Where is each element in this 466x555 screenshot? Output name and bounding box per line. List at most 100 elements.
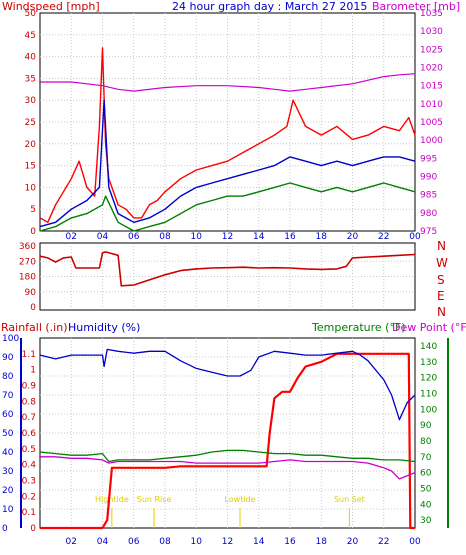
y-tick-label-barometer: 1015 — [420, 82, 443, 92]
temperature-legend: Temperature (°F) — [311, 321, 406, 334]
x-tick-label: 18 — [316, 537, 328, 547]
y-tick-label-direction: 0 — [30, 303, 36, 313]
x-tick-label: 14 — [253, 537, 265, 547]
y-tick-label-wind: 0 — [30, 227, 36, 237]
y-tick-label-temperature: 130 — [420, 358, 437, 368]
y-tick-label-temperature: 50 — [420, 484, 432, 494]
series-barometer-line — [40, 73, 416, 92]
y-tick-label-rainfall: 0.4 — [22, 461, 37, 471]
event-label: Lowtide — [224, 495, 255, 504]
y-tick-label-rainfall: 0.1 — [22, 508, 36, 518]
x-tick-label: 00 — [409, 537, 421, 547]
series-temperature-line — [39, 449, 416, 463]
y-tick-label-wind: 20 — [25, 140, 37, 150]
right-axis-title: Barometer [mb] — [372, 0, 460, 13]
y-tick-label-barometer: 1025 — [420, 45, 443, 55]
rainfall-legend: Rainfall (.in) — [1, 321, 68, 334]
series-average-line — [39, 99, 416, 228]
x-tick-label: 16 — [284, 232, 296, 242]
y-tick-label-humidity: 50 — [2, 429, 14, 439]
y-tick-label-wind: 30 — [25, 96, 37, 106]
y-tick-label-temperature: 100 — [420, 405, 437, 415]
x-tick-label: 10 — [191, 537, 203, 547]
y-tick-label-temperature: 30 — [420, 516, 432, 526]
x-tick-label: 18 — [316, 232, 328, 242]
y-tick-label-wind: 5 — [30, 205, 36, 215]
y-tick-label-rainfall: 1.1 — [22, 350, 36, 360]
x-tick-label: 10 — [191, 232, 203, 242]
y-tick-label-barometer: 1000 — [420, 136, 443, 146]
event-label: Sun Rise — [137, 495, 172, 504]
x-tick-label: 12 — [222, 537, 233, 547]
y-tick-label-rainfall: 0.7 — [22, 413, 36, 423]
y-tick-label-humidity: 100 — [2, 334, 19, 344]
x-tick-label: 02 — [66, 537, 77, 547]
chart-marks: 0510152025303540455097598098599099510001… — [2, 9, 449, 547]
y-tick-label-rainfall: 1 — [30, 366, 36, 376]
y-tick-label-rainfall: 0.5 — [22, 445, 36, 455]
x-tick-label: 08 — [159, 537, 171, 547]
y-tick-label-rainfall: 0.3 — [22, 477, 36, 487]
y-tick-label-barometer: 1035 — [420, 9, 443, 19]
series-humidity-line — [39, 348, 416, 421]
y-tick-label-direction: 360 — [19, 242, 36, 252]
y-tick-label-wind: 15 — [25, 162, 36, 172]
y-tick-label-temperature: 40 — [420, 500, 432, 510]
y-tick-label-barometer: 990 — [420, 173, 437, 183]
y-tick-label-humidity: 70 — [2, 391, 14, 401]
chart-title: 24 hour graph day : March 27 2015 — [172, 0, 367, 13]
x-tick-label: 06 — [128, 232, 140, 242]
y-tick-label-barometer: 1010 — [420, 100, 443, 110]
compass-w: W — [436, 256, 448, 270]
y-tick-label-temperature: 90 — [420, 421, 432, 431]
y-tick-label-rainfall: 0.6 — [22, 429, 37, 439]
series-rainfall-line — [40, 352, 415, 530]
x-tick-label: 14 — [253, 232, 265, 242]
compass-n-bottom: N — [437, 305, 446, 319]
compass-e: E — [437, 289, 445, 303]
y-tick-label-barometer: 980 — [420, 209, 437, 219]
y-tick-label-direction: 90 — [25, 288, 37, 298]
y-tick-label-barometer: 995 — [420, 154, 437, 164]
y-tick-label-humidity: 90 — [2, 353, 14, 363]
y-tick-label-temperature: 120 — [420, 374, 437, 384]
event-label: Sun Set — [334, 495, 365, 504]
y-tick-label-humidity: 30 — [2, 467, 14, 477]
y-tick-label-humidity: 20 — [2, 486, 14, 496]
y-tick-label-temperature: 60 — [420, 469, 432, 479]
y-tick-label-temperature: 80 — [420, 437, 432, 447]
series-low-line — [39, 182, 416, 232]
y-tick-label-humidity: 60 — [2, 410, 14, 420]
x-tick-label: 00 — [409, 232, 421, 242]
y-tick-label-humidity: 80 — [2, 372, 14, 382]
humidity-legend: Humidity (%) — [68, 321, 140, 334]
x-tick-label: 16 — [284, 537, 296, 547]
y-tick-label-wind: 50 — [25, 9, 37, 19]
compass-n-top: N — [437, 239, 446, 253]
y-tick-label-wind: 25 — [25, 118, 36, 128]
y-tick-label-barometer: 1020 — [420, 64, 443, 74]
dewpoint-legend: Dew Point (°F) — [392, 321, 466, 334]
y-tick-label-barometer: 975 — [420, 227, 437, 237]
series-dew-point-line — [40, 456, 416, 480]
y-tick-label-wind: 40 — [25, 53, 37, 63]
y-tick-label-temperature: 110 — [420, 389, 437, 399]
x-tick-label: 20 — [347, 232, 359, 242]
x-tick-label: 08 — [159, 232, 171, 242]
y-tick-label-humidity: 0 — [2, 524, 8, 534]
left-axis-title: Windspeed [mph] — [2, 0, 100, 13]
event-label: Hightide — [95, 495, 129, 504]
y-tick-label-temperature: 70 — [420, 453, 432, 463]
y-tick-label-barometer: 1005 — [420, 118, 443, 128]
x-tick-label: 12 — [222, 232, 233, 242]
y-tick-label-wind: 10 — [25, 183, 37, 193]
y-tick-label-wind: 35 — [25, 74, 36, 84]
y-tick-label-barometer: 1030 — [420, 27, 443, 37]
compass-s: S — [437, 273, 445, 287]
x-tick-label: 06 — [128, 537, 140, 547]
x-tick-label: 04 — [97, 537, 109, 547]
x-tick-label: 20 — [347, 537, 359, 547]
y-tick-label-humidity: 10 — [2, 505, 14, 515]
series-gust-line — [39, 47, 416, 223]
